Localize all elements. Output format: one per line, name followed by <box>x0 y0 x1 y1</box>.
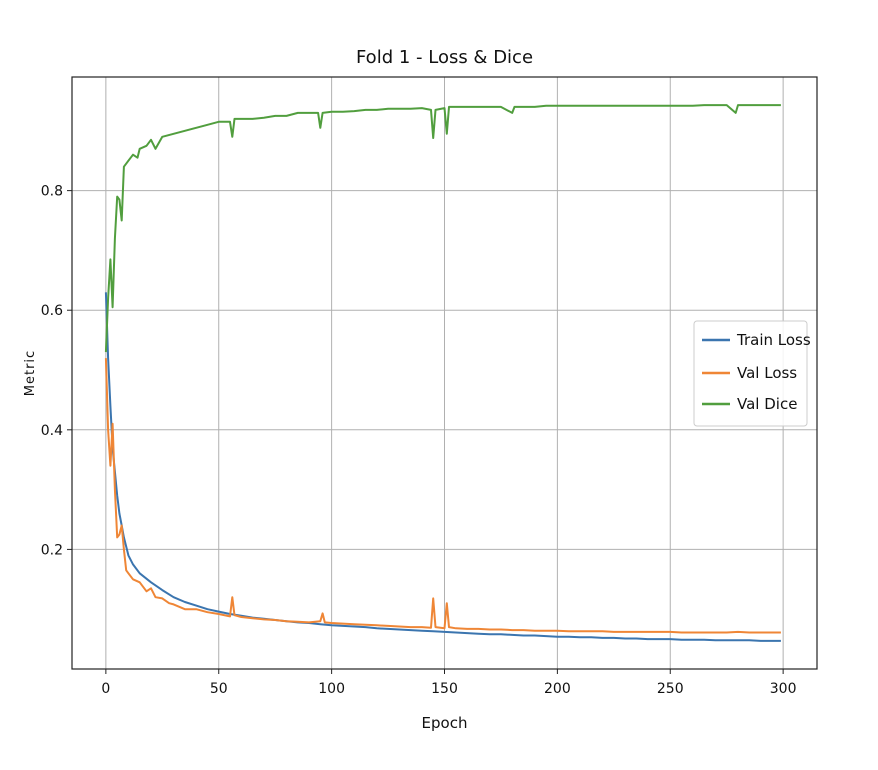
x-tick-label: 300 <box>770 681 797 697</box>
legend-label-train-loss: Train Loss <box>736 331 811 349</box>
x-tick-label: 0 <box>101 681 110 697</box>
x-tick-label: 250 <box>657 681 684 697</box>
series-line-val-loss <box>104 358 781 634</box>
series-line-val-dice <box>104 104 781 353</box>
x-axis-label: Epoch <box>422 714 468 732</box>
legend-box <box>693 320 808 427</box>
legend-label-val-loss: Val Loss <box>737 364 797 382</box>
legend-label-val-dice: Val Dice <box>737 395 797 413</box>
x-tick-label: 100 <box>318 681 345 697</box>
y-tick-label: 0.6 <box>41 303 63 319</box>
tick-layer: 0 50 100 150 200 250 300 0.2 0.4 0.6 0.8 <box>41 184 797 697</box>
grid-layer <box>72 77 817 669</box>
y-tick-label: 0.8 <box>41 184 63 200</box>
y-tick-label: 0.4 <box>41 423 63 439</box>
series-line-train-loss <box>104 292 781 642</box>
series-layer <box>104 104 781 642</box>
x-tick-label: 150 <box>431 681 458 697</box>
y-axis-label: Metric <box>23 350 38 396</box>
legend: Train Loss Val Loss Val Dice <box>693 320 811 427</box>
chart-title: Fold 1 - Loss & Dice <box>356 47 533 68</box>
y-tick-label: 0.2 <box>41 542 63 558</box>
x-tick-label: 50 <box>210 681 228 697</box>
x-tick-label: 200 <box>544 681 571 697</box>
